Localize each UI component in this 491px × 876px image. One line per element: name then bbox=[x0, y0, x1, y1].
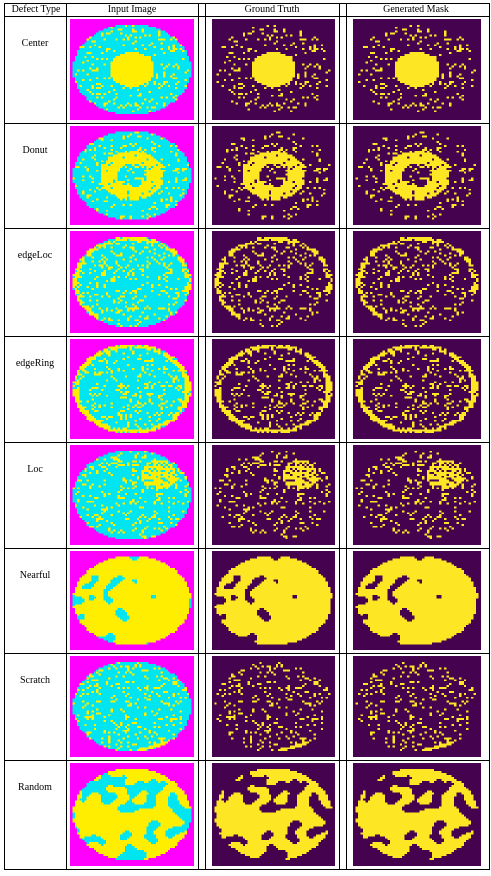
row-tick bbox=[199, 548, 203, 549]
ground-truth-mask bbox=[212, 445, 335, 545]
table-rule bbox=[4, 442, 489, 443]
table-border bbox=[205, 3, 206, 870]
row-tick bbox=[199, 336, 203, 337]
table-rule bbox=[4, 760, 489, 761]
defect-type-label: Nearful bbox=[19, 570, 51, 581]
header-defect-type: Defect Type bbox=[11, 4, 61, 15]
input-wafer-image bbox=[70, 445, 194, 545]
table-rule bbox=[4, 3, 489, 4]
table-border bbox=[339, 3, 340, 870]
table-rule bbox=[4, 869, 489, 870]
row-tick bbox=[199, 123, 203, 124]
header-ground-truth: Ground Truth bbox=[244, 4, 300, 15]
ground-truth-mask bbox=[212, 656, 335, 757]
input-wafer-image bbox=[70, 19, 194, 120]
generated-mask-image bbox=[353, 231, 481, 333]
generated-mask-image bbox=[353, 445, 481, 545]
row-tick bbox=[340, 760, 344, 761]
table-border bbox=[198, 3, 199, 870]
table-rule bbox=[4, 548, 489, 549]
ground-truth-mask bbox=[212, 339, 335, 439]
ground-truth-mask bbox=[212, 126, 335, 225]
row-tick bbox=[340, 123, 344, 124]
table-rule bbox=[4, 653, 489, 654]
generated-mask-image bbox=[353, 551, 481, 650]
table-rule bbox=[4, 16, 489, 17]
input-wafer-image bbox=[70, 339, 194, 439]
table-border bbox=[4, 3, 5, 870]
defect-type-label: Loc bbox=[27, 464, 43, 475]
ground-truth-mask bbox=[212, 19, 335, 120]
row-tick bbox=[340, 228, 344, 229]
row-tick bbox=[199, 760, 203, 761]
ground-truth-mask bbox=[212, 231, 335, 333]
input-wafer-image bbox=[70, 126, 194, 225]
table-border bbox=[66, 3, 67, 870]
generated-mask-image bbox=[353, 656, 481, 757]
input-wafer-image bbox=[70, 656, 194, 757]
row-tick bbox=[340, 442, 344, 443]
generated-mask-image bbox=[353, 126, 481, 225]
header-generated-mask: Generated Mask bbox=[383, 4, 449, 15]
ground-truth-mask bbox=[212, 763, 335, 866]
ground-truth-mask bbox=[212, 551, 335, 650]
table-rule bbox=[4, 228, 489, 229]
header-input-image: Input Image bbox=[107, 4, 157, 15]
generated-mask-image bbox=[353, 19, 481, 120]
defect-type-label: Donut bbox=[22, 145, 48, 156]
row-tick bbox=[340, 336, 344, 337]
input-wafer-image bbox=[70, 551, 194, 650]
defect-type-label: Scratch bbox=[20, 675, 50, 686]
row-tick bbox=[340, 548, 344, 549]
table-rule bbox=[4, 123, 489, 124]
row-tick bbox=[340, 653, 344, 654]
table-rule bbox=[4, 336, 489, 337]
defect-type-label: edgeLoc bbox=[17, 250, 53, 261]
row-tick bbox=[199, 228, 203, 229]
defect-type-label: Random bbox=[18, 782, 52, 793]
input-wafer-image bbox=[70, 763, 194, 866]
generated-mask-image bbox=[353, 763, 481, 866]
input-wafer-image bbox=[70, 231, 194, 333]
defect-type-label: edgeRing bbox=[15, 358, 55, 369]
table-border bbox=[346, 3, 347, 870]
defect-type-label: Center bbox=[21, 38, 49, 49]
row-tick bbox=[199, 653, 203, 654]
generated-mask-image bbox=[353, 339, 481, 439]
table-border bbox=[489, 3, 490, 870]
row-tick bbox=[199, 442, 203, 443]
